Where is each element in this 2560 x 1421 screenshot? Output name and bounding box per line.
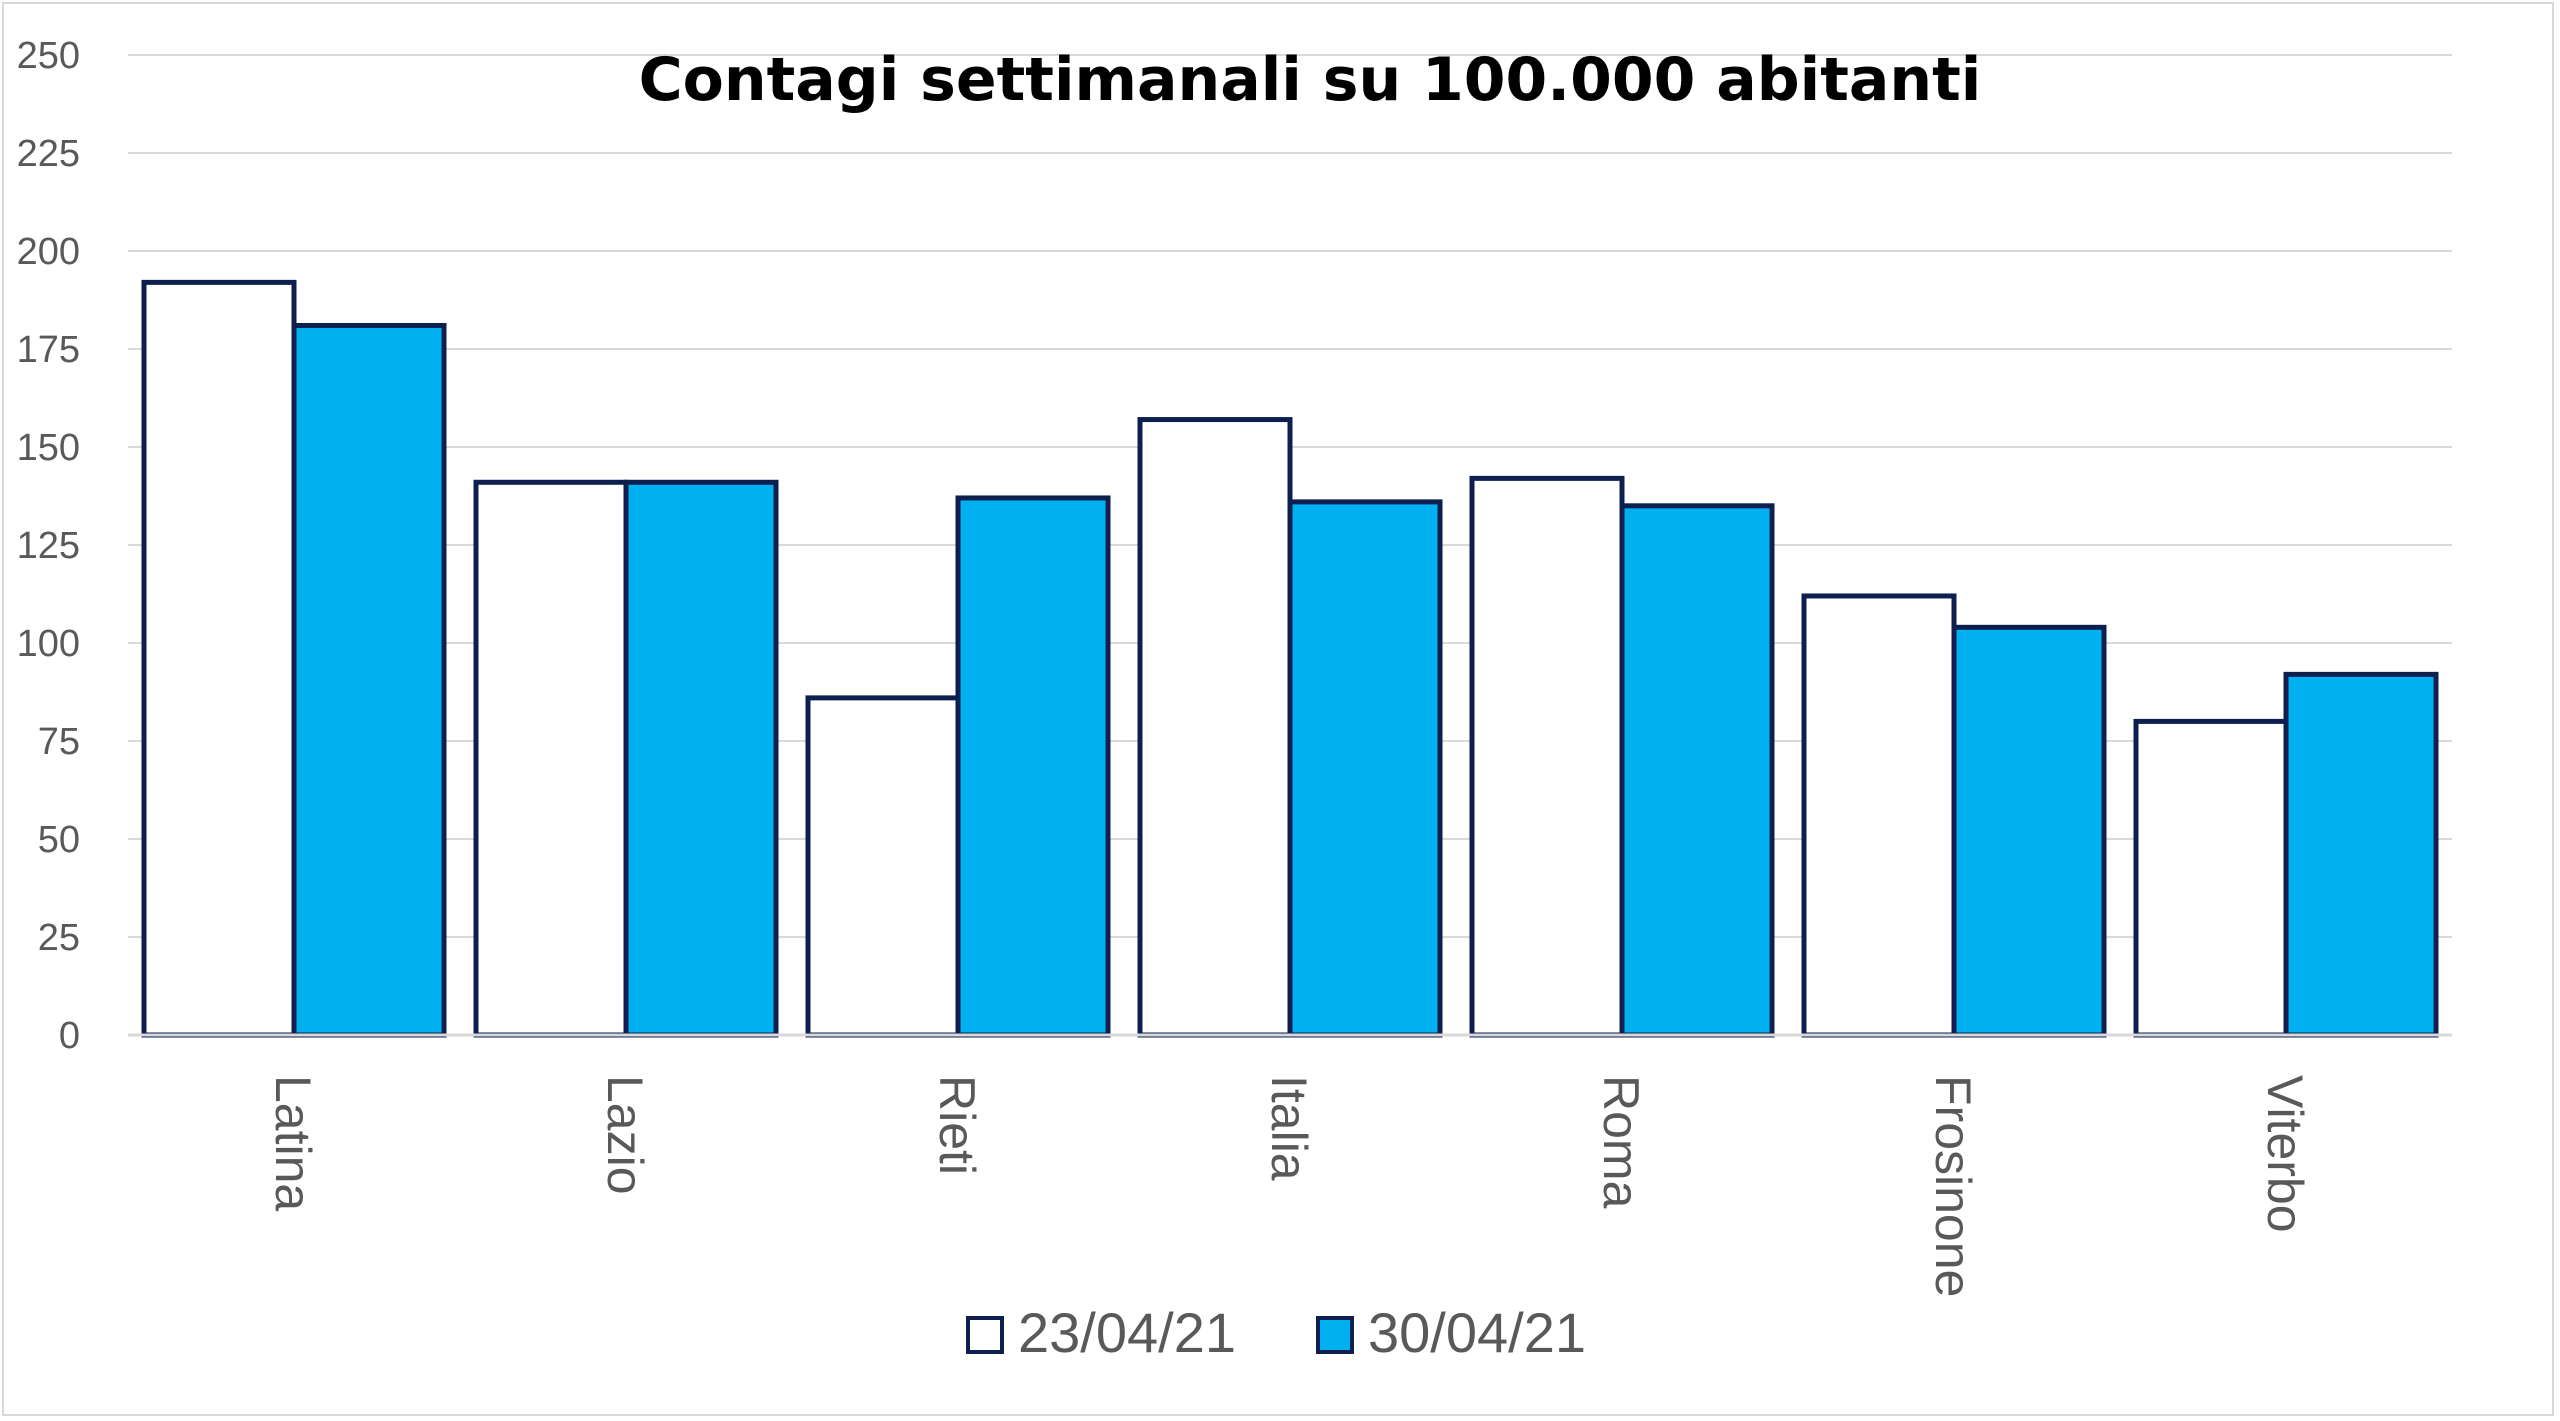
bar-italia-series-1 — [1137, 417, 1293, 1038]
bar-lazio-series-1 — [473, 479, 629, 1038]
category-label-frosinone: Frosinone — [1925, 1075, 1981, 1297]
y-tick-label: 25 — [38, 917, 80, 959]
bar-roma-series-2 — [1619, 503, 1775, 1038]
bar-frosinone-series-2 — [1951, 624, 2107, 1038]
category-label-lazio: Lazio — [597, 1075, 653, 1195]
bar-roma-series-1 — [1469, 475, 1625, 1038]
legend-label-2: 30/04/21 — [1368, 1301, 1586, 1364]
y-tick-label: 75 — [38, 721, 80, 763]
bars — [141, 279, 2439, 1038]
y-tick-label: 50 — [38, 819, 80, 861]
bar-viterbo-series-1 — [2133, 718, 2289, 1038]
y-tick-label: 125 — [17, 525, 80, 567]
legend: 23/04/21 30/04/21 — [966, 1301, 1586, 1364]
y-tick-label: 250 — [17, 35, 80, 77]
y-tick-label: 200 — [17, 231, 80, 273]
legend-swatch-1 — [966, 1316, 1004, 1354]
y-tick-label: 150 — [17, 427, 80, 469]
bar-lazio-series-2 — [623, 479, 779, 1038]
chart-title: Contagi settimanali su 100.000 abitanti — [639, 45, 1982, 115]
category-labels: Latina Lazio Rieti Italia Roma Frosinone Viter… — [265, 1075, 2313, 1297]
y-tick-label: 100 — [17, 623, 80, 665]
category-label-rieti: Rieti — [929, 1075, 985, 1175]
y-tick-label: 225 — [17, 133, 80, 175]
bar-rieti-series-1 — [805, 695, 961, 1038]
category-label-viterbo: Viterbo — [2257, 1075, 2313, 1233]
category-label-latina: Latina — [265, 1075, 321, 1211]
bar-rieti-series-2 — [955, 495, 1111, 1038]
y-axis-ticks: 0 25 50 75 100 125 150 175 200 225 250 — [17, 35, 80, 1057]
bar-latina-series-2 — [291, 322, 447, 1038]
bar-viterbo-series-2 — [2283, 671, 2439, 1038]
bar-latina-series-1 — [141, 279, 297, 1038]
legend-swatch-2 — [1316, 1316, 1354, 1354]
y-tick-label: 0 — [59, 1015, 80, 1057]
category-label-roma: Roma — [1593, 1075, 1649, 1209]
legend-label-1: 23/04/21 — [1018, 1301, 1236, 1364]
bar-italia-series-2 — [1287, 499, 1443, 1038]
bar-frosinone-series-1 — [1801, 593, 1957, 1038]
category-label-italia: Italia — [1261, 1075, 1317, 1181]
y-tick-label: 175 — [17, 329, 80, 371]
